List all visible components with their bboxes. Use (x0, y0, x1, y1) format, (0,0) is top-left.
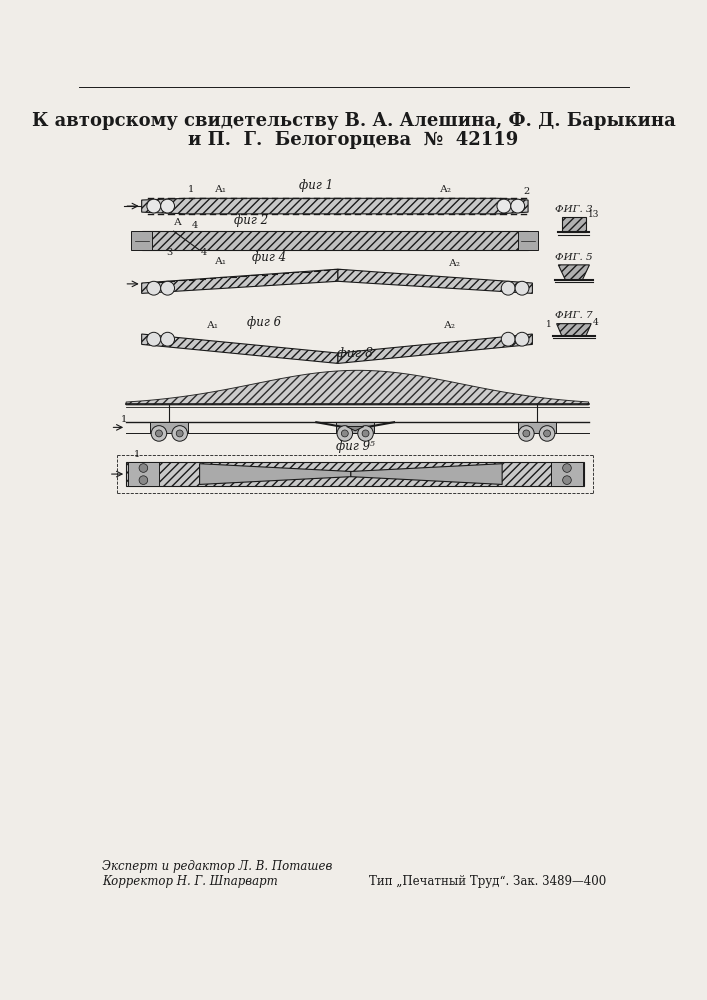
Circle shape (563, 476, 571, 484)
Polygon shape (141, 231, 528, 250)
Circle shape (501, 332, 515, 346)
Circle shape (176, 430, 183, 437)
Text: ФИГ. 5: ФИГ. 5 (555, 253, 592, 262)
Circle shape (518, 426, 534, 441)
Polygon shape (199, 464, 351, 484)
Polygon shape (562, 217, 586, 232)
Polygon shape (141, 198, 528, 214)
Circle shape (358, 426, 373, 441)
Circle shape (147, 199, 160, 213)
Polygon shape (551, 462, 583, 486)
Circle shape (501, 281, 515, 295)
Circle shape (160, 199, 175, 213)
Text: 1: 1 (546, 320, 551, 329)
Text: фиг 9⁵: фиг 9⁵ (336, 440, 375, 453)
Text: 13: 13 (588, 210, 599, 219)
Text: фиг 6: фиг 6 (247, 316, 281, 329)
Polygon shape (132, 231, 152, 250)
Polygon shape (518, 231, 539, 250)
Polygon shape (128, 462, 159, 486)
Text: А₂: А₂ (444, 321, 456, 330)
Text: 4: 4 (192, 221, 199, 230)
Text: и П.  Г.  Белогорцева  №  42119: и П. Г. Белогорцева № 42119 (188, 131, 518, 149)
Polygon shape (126, 370, 589, 405)
Polygon shape (346, 427, 364, 431)
Circle shape (523, 430, 530, 437)
Text: А₁: А₁ (215, 185, 227, 194)
Circle shape (341, 430, 349, 437)
Text: А₂: А₂ (449, 259, 460, 268)
Text: фиг 8: фиг 8 (337, 347, 373, 360)
Circle shape (539, 426, 555, 441)
Circle shape (497, 199, 510, 213)
Polygon shape (518, 422, 556, 433)
Polygon shape (338, 269, 532, 293)
Circle shape (147, 281, 160, 295)
Text: Эксперт и редактор Л. В. Поташев: Эксперт и редактор Л. В. Поташев (102, 860, 332, 873)
Text: 4: 4 (201, 248, 207, 257)
Text: Корректор Н. Г. Шпарварт: Корректор Н. Г. Шпарварт (102, 875, 278, 888)
Text: 4: 4 (593, 318, 599, 327)
Circle shape (160, 332, 175, 346)
Circle shape (362, 430, 369, 437)
Text: 2: 2 (523, 187, 530, 196)
Polygon shape (556, 324, 591, 336)
Circle shape (160, 281, 175, 295)
Text: 1: 1 (121, 415, 127, 424)
Polygon shape (351, 464, 502, 484)
Circle shape (515, 332, 529, 346)
Circle shape (147, 332, 160, 346)
Circle shape (156, 430, 163, 437)
Polygon shape (559, 265, 590, 280)
Text: ФИГ. 3: ФИГ. 3 (555, 205, 592, 214)
Polygon shape (336, 422, 374, 433)
Text: 1: 1 (134, 450, 139, 459)
Text: К авторскому свидетельству В. А. Алешина, Ф. Д. Барыкина: К авторскому свидетельству В. А. Алешина… (32, 112, 675, 130)
Circle shape (563, 464, 571, 472)
Text: Тип „Печатный Труд“. Зак. 3489—400: Тип „Печатный Труд“. Зак. 3489—400 (368, 875, 606, 888)
Circle shape (337, 426, 353, 441)
Polygon shape (141, 269, 338, 293)
Polygon shape (141, 334, 338, 363)
Text: ФИГ. 7: ФИГ. 7 (555, 311, 592, 320)
Polygon shape (338, 334, 532, 363)
Circle shape (172, 426, 187, 441)
Text: фиг 4: фиг 4 (252, 251, 286, 264)
Text: А₂: А₂ (440, 185, 452, 194)
Text: фиг 2: фиг 2 (235, 214, 269, 227)
Text: 1: 1 (188, 185, 194, 194)
Text: А₁: А₁ (215, 257, 227, 266)
Text: 3: 3 (166, 248, 173, 257)
Circle shape (139, 464, 148, 472)
Circle shape (139, 476, 148, 484)
Circle shape (515, 281, 529, 295)
Text: А: А (174, 218, 182, 227)
Circle shape (151, 426, 167, 441)
Circle shape (544, 430, 551, 437)
Polygon shape (126, 462, 584, 486)
Polygon shape (151, 422, 188, 433)
Text: фиг 1: фиг 1 (299, 179, 333, 192)
Circle shape (510, 199, 525, 213)
Text: А₁: А₁ (206, 321, 218, 330)
